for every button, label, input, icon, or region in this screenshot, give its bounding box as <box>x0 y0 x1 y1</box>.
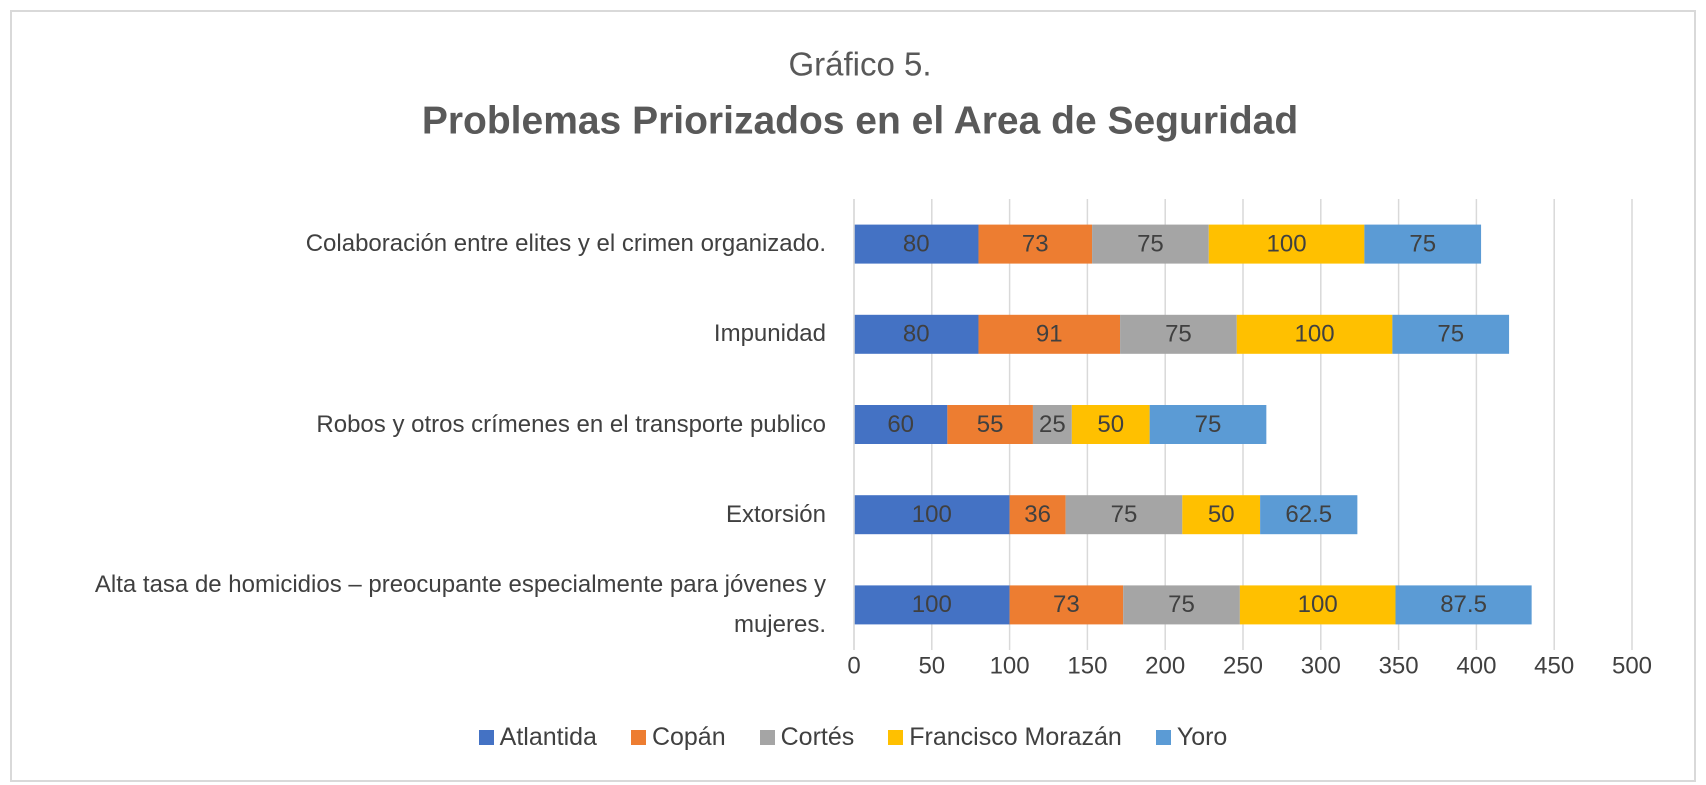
category-label: Robos y otros crímenes en el transporte … <box>316 410 826 438</box>
data-label: 75 <box>1137 230 1164 257</box>
data-label: 75 <box>1165 321 1192 348</box>
x-tick-label: 150 <box>1067 652 1107 679</box>
category-label: Colaboración entre elites y el crimen or… <box>305 230 826 258</box>
bar-segment <box>978 224 1093 264</box>
legend-swatch <box>888 730 904 745</box>
category-label: Alta tasa de homicidios – preocupante es… <box>94 570 826 638</box>
bar-segment <box>854 224 979 264</box>
x-tick-label: 350 <box>1379 652 1419 679</box>
chart-subtitle: Problemas Priorizados en el Area de Segu… <box>422 99 1298 142</box>
data-label: 87.5 <box>1440 591 1487 618</box>
bar-segment <box>1395 585 1532 625</box>
data-label: 62.5 <box>1285 501 1332 528</box>
chart-frame <box>10 10 1696 782</box>
bar-segment <box>1123 585 1240 625</box>
bar-segment <box>1364 224 1482 264</box>
x-tick-label: 250 <box>1223 652 1263 679</box>
bar-segment <box>1208 224 1365 264</box>
bar-segment <box>1149 405 1267 444</box>
bar-segment <box>1071 405 1150 444</box>
legend-label: Cortés <box>780 723 855 751</box>
x-tick-label: 450 <box>1534 652 1574 679</box>
data-label: 100 <box>1298 591 1338 618</box>
x-tick-label: 50 <box>918 652 945 679</box>
bar-segment <box>1120 314 1237 354</box>
legend: Atlantida Copán Cortés Francisco Morazán Yor… <box>0 723 1706 752</box>
legend-item: Francisco Morazán <box>888 723 1122 752</box>
data-label: 55 <box>977 411 1004 438</box>
legend-label: Atlantida <box>499 723 597 751</box>
category-label: Extorsión <box>725 500 826 528</box>
data-label: 75 <box>1111 501 1138 528</box>
data-label: 100 <box>912 501 952 528</box>
data-label: 25 <box>1039 411 1066 438</box>
x-tick-label: 0 <box>847 652 860 679</box>
legend-swatch <box>759 730 775 745</box>
legend-label: Yoro <box>1176 723 1228 751</box>
legend-item: Atlantida <box>478 723 597 752</box>
legend-item: Yoro <box>1155 723 1228 752</box>
bar-segment <box>1182 495 1261 535</box>
bar-segment <box>854 314 979 354</box>
bar-segment <box>1065 495 1183 535</box>
x-tick-label: 100 <box>990 652 1030 679</box>
bar-segment <box>1032 405 1072 444</box>
bar-segment <box>1239 585 1396 625</box>
legend-label: Francisco Morazán <box>909 723 1122 751</box>
data-label: 91 <box>1036 321 1063 348</box>
data-label: 73 <box>1022 230 1049 257</box>
legend-swatch <box>1155 730 1171 745</box>
x-tick-label: 200 <box>1145 652 1185 679</box>
x-tick-label: 500 <box>1612 652 1652 679</box>
category-label: Impunidad <box>713 320 826 348</box>
bar-segment <box>1236 314 1393 354</box>
data-label: 36 <box>1024 501 1051 528</box>
data-label: 75 <box>1168 591 1195 618</box>
data-label: 50 <box>1208 501 1235 528</box>
data-label: 100 <box>912 591 952 618</box>
bar-segment <box>854 495 1010 535</box>
legend-label: Copán <box>651 723 726 751</box>
data-label: 50 <box>1097 411 1124 438</box>
legend-item: Copán <box>630 723 726 752</box>
bar-segment <box>947 405 1033 444</box>
bar-segment <box>1009 495 1066 535</box>
bar-segment <box>978 314 1121 354</box>
data-label: 100 <box>1295 321 1335 348</box>
bar-segment <box>1092 224 1209 264</box>
bar-segment <box>854 405 948 444</box>
chart-title: Gráfico 5. <box>788 46 931 83</box>
legend-swatch <box>630 730 646 745</box>
data-label: 80 <box>903 230 930 257</box>
legend-swatch <box>478 730 494 745</box>
bar-segment <box>854 585 1010 625</box>
data-label: 75 <box>1437 321 1464 348</box>
data-label: 75 <box>1409 230 1436 257</box>
x-tick-label: 400 <box>1456 652 1496 679</box>
bar-segment <box>1260 495 1358 535</box>
data-label: 80 <box>903 321 930 348</box>
data-label: 100 <box>1267 230 1307 257</box>
data-label: 75 <box>1195 411 1222 438</box>
x-tick-label: 300 <box>1301 652 1341 679</box>
legend-item: Cortés <box>759 723 855 752</box>
bar-segment <box>1392 314 1510 354</box>
bar-segment <box>1009 585 1124 625</box>
data-label: 73 <box>1053 591 1080 618</box>
data-label: 60 <box>887 411 914 438</box>
